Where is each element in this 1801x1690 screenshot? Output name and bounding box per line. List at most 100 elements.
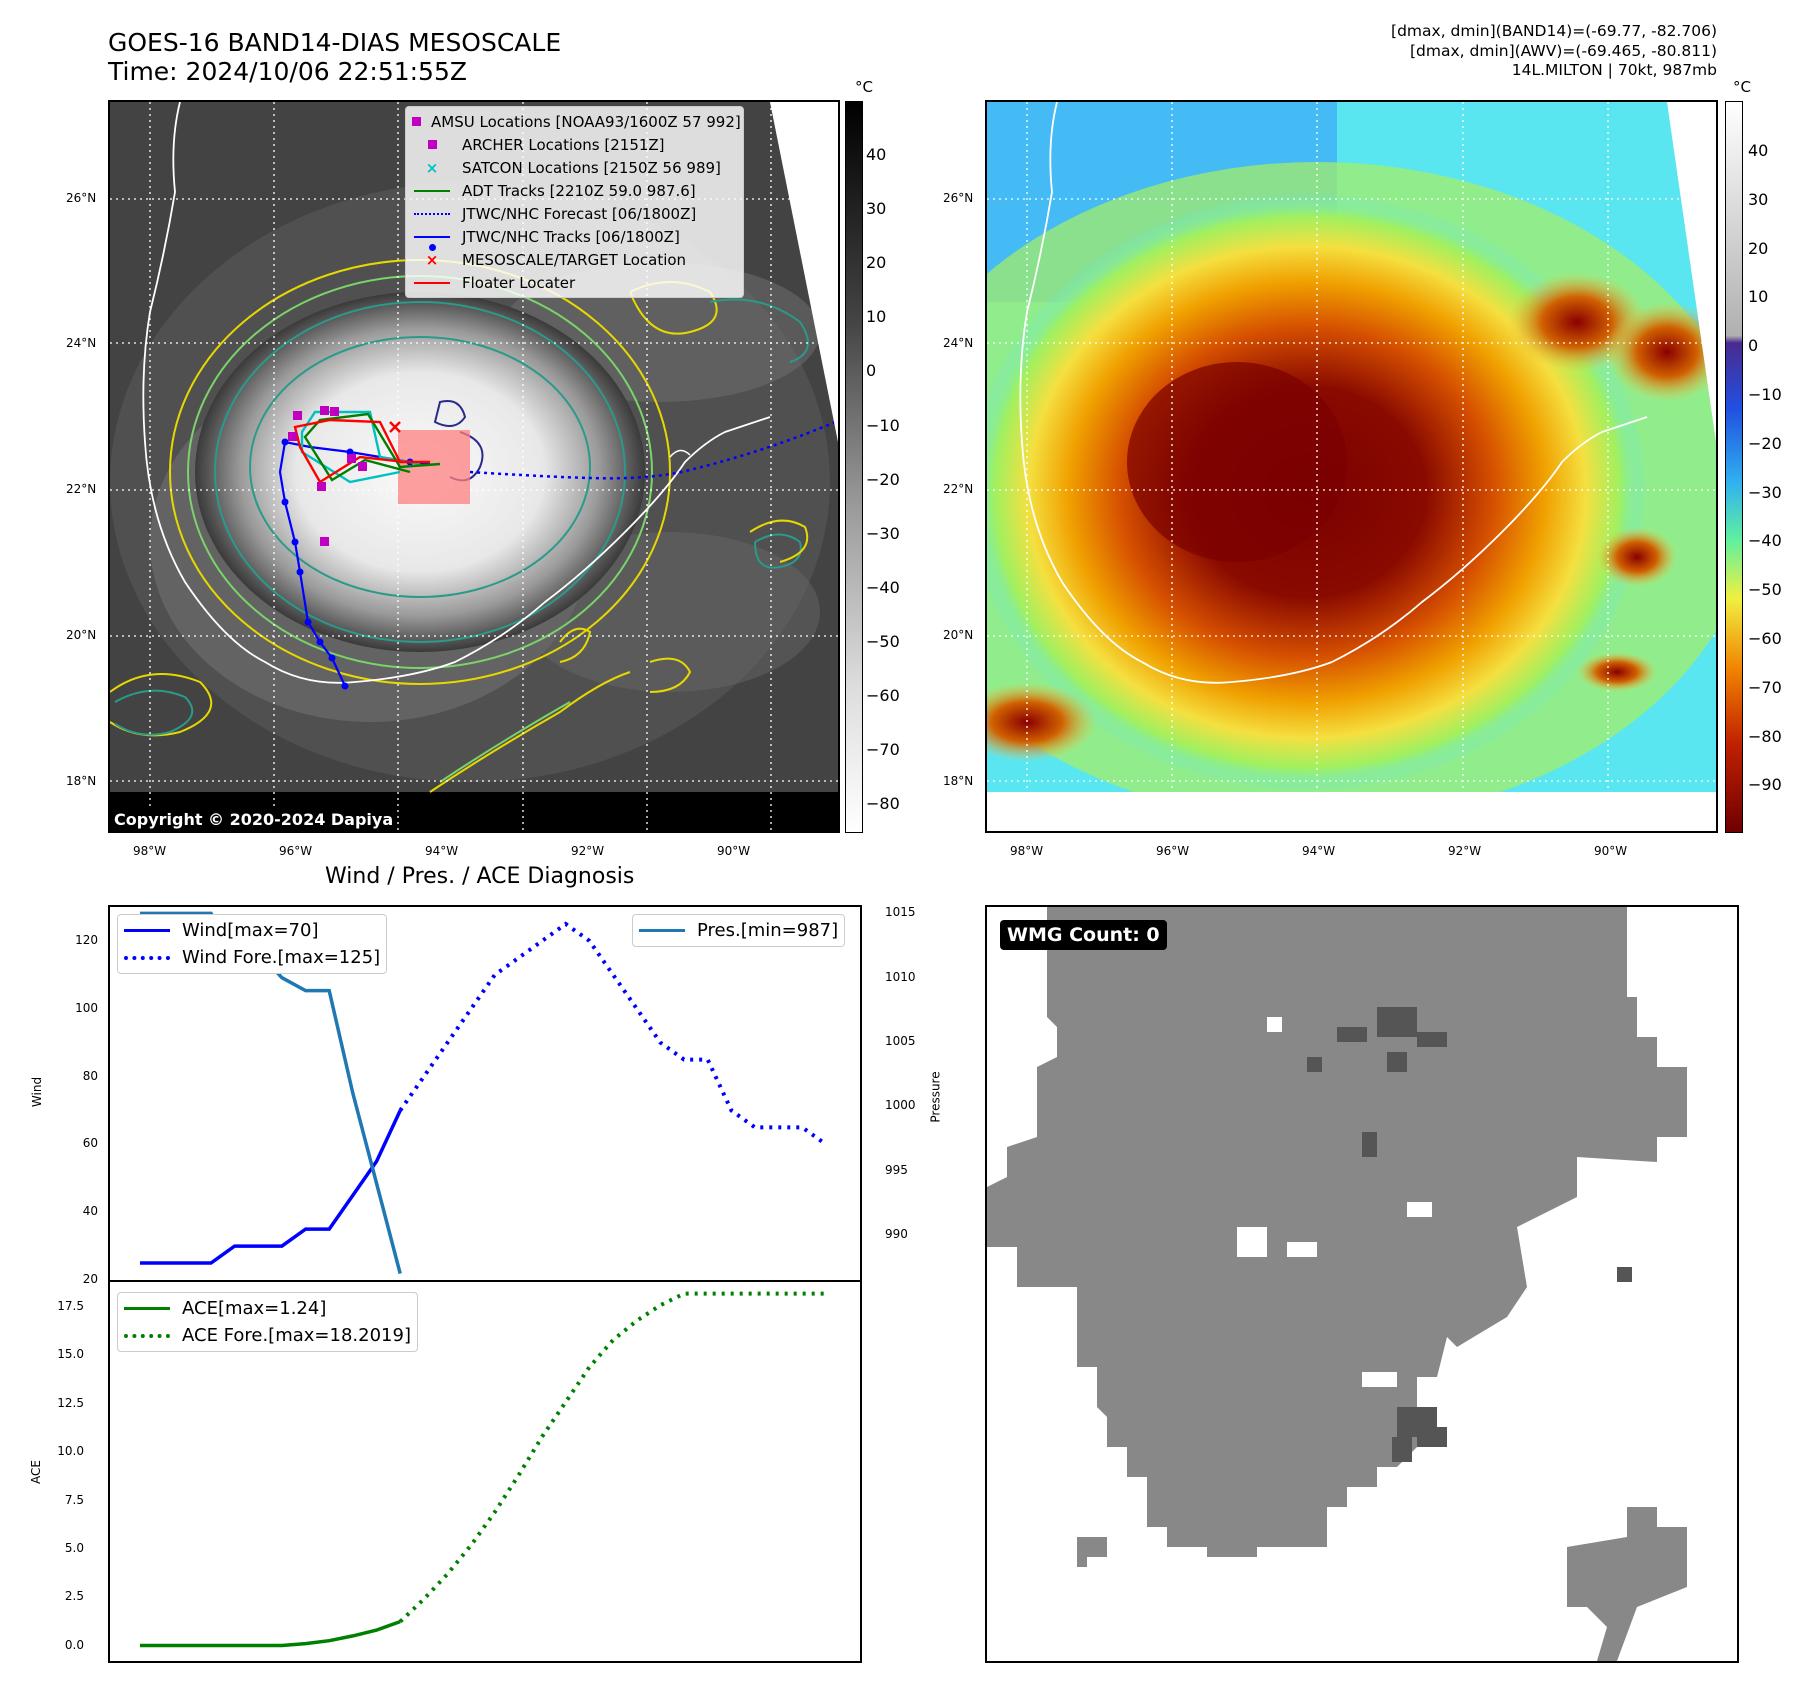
legend-item: × SATCON Locations [2150Z 56 989] <box>425 158 721 177</box>
pressure-ylabel: Pressure <box>928 1071 943 1123</box>
colorbar-left <box>845 101 863 833</box>
chart-title: GOES-16 BAND14-DIAS MESOSCALE Time: 2024… <box>108 28 562 86</box>
ace-plot <box>140 1291 826 1648</box>
lat-label: 18°N <box>943 774 974 788</box>
ace-ylabel: ACE <box>28 1460 43 1484</box>
axis-tick-label: 995 <box>885 1162 908 1177</box>
info-awv: [dmax, dmin](AWV)=(-69.465, -80.811) <box>1410 41 1717 60</box>
colorbar-tick-label: −40 <box>866 577 900 597</box>
ace-legend: ACE[max=1.24] ACE Fore.[max=18.2019] <box>117 1292 418 1352</box>
lon-label: 94°W <box>1302 844 1336 858</box>
colorbar-tick-label: 10 <box>1748 287 1769 307</box>
axis-tick-label: 1015 <box>885 905 916 920</box>
axis-tick-label: 7.5 <box>64 1492 84 1507</box>
diagnosis-divider <box>108 1280 862 1282</box>
colorbar-tick-label: 30 <box>1748 189 1769 209</box>
axis-tick-label: 80 <box>82 1068 98 1083</box>
map-legend: AMSU Locations [NOAA93/1600Z 57 992] ARC… <box>405 106 744 298</box>
legend-item: JTWC/NHC Forecast [06/1800Z] <box>412 202 737 225</box>
legend-item: Floater Locater <box>412 271 737 294</box>
legend-item: ADT Tracks [2210Z 59.0 987.6] <box>412 179 737 202</box>
colorbar-tick-label: −70 <box>866 740 900 760</box>
lon-label: 90°W <box>1594 844 1628 858</box>
colorbar-tick-label: −30 <box>866 523 900 543</box>
ir-map-panel: AMSU Locations [NOAA93/1600Z 57 992] ARC… <box>108 100 840 833</box>
lat-label: 18°N <box>66 774 97 788</box>
axis-tick-label: 100 <box>75 1000 98 1015</box>
lat-label: 22°N <box>66 482 97 496</box>
colorbar-tick-label: 20 <box>866 253 887 273</box>
axis-tick-label: 10.0 <box>57 1444 84 1459</box>
ace-forecast-line <box>398 1291 826 1624</box>
colorbar-tick-label: 40 <box>1748 141 1769 160</box>
axis-tick-label: 1010 <box>885 969 916 984</box>
colorbar-tick-label: −90 <box>1748 775 1782 795</box>
colorbar-tick-label: −20 <box>866 469 900 489</box>
axis-tick-label: 1005 <box>885 1034 916 1049</box>
lon-label: 94°W <box>425 844 459 858</box>
legend-item: Pres.[min=987] <box>639 917 838 944</box>
axis-tick-label: 2.5 <box>64 1589 84 1604</box>
legend-item: ACE[max=1.24] <box>124 1295 411 1322</box>
colorbar-tick-label: −60 <box>866 686 900 705</box>
lat-label: 26°N <box>943 191 974 205</box>
lat-label: 26°N <box>66 191 97 205</box>
colorbar-tick-label: −80 <box>1748 726 1782 746</box>
axis-tick-label: 60 <box>82 1136 98 1151</box>
axis-tick-label: 5.0 <box>64 1540 84 1555</box>
colorbar-tick-label: −80 <box>866 794 900 814</box>
colorbar-tick-label: 10 <box>866 307 887 327</box>
info-storm: 14L.MILTON | 70kt, 987mb <box>1511 61 1717 79</box>
axis-tick-label: 12.5 <box>57 1395 84 1410</box>
chart-info: [dmax, dmin](BAND14)=(-69.77, -82.706) [… <box>1391 22 1717 81</box>
colorbar-tick-label: −50 <box>866 631 900 651</box>
colorbar-tick-label: −40 <box>1748 531 1782 551</box>
axis-tick-label: 17.5 <box>57 1299 84 1314</box>
lon-label: 96°W <box>1156 844 1190 858</box>
colorbar-tick-label: 40 <box>866 145 887 164</box>
lat-label: 24°N <box>66 336 97 350</box>
diagnosis-title: Wind / Pres. / ACE Diagnosis <box>325 864 635 889</box>
legend-item: JTWC/NHC Tracks [06/1800Z] <box>412 225 737 251</box>
axis-tick-label: 15.0 <box>57 1347 84 1362</box>
info-band14: [dmax, dmin](BAND14)=(-69.77, -82.706) <box>1391 22 1717 40</box>
axis-tick-label: 20 <box>82 1272 98 1286</box>
wmg-count-badge: WMG Count: 0 <box>1000 920 1167 950</box>
legend-item: ARCHER Locations [2151Z] <box>412 133 737 156</box>
colorbar-tick-label: −20 <box>1748 433 1782 453</box>
lon-label: 90°W <box>717 844 751 858</box>
ace-series-line <box>140 1619 401 1648</box>
colorbar-tick-label: 30 <box>866 199 887 219</box>
lat-label: 24°N <box>943 336 974 350</box>
colorbar-tick-label: 0 <box>866 361 877 381</box>
colorbar-tick-label: −70 <box>1748 677 1782 697</box>
lon-label: 92°W <box>571 844 605 858</box>
colorbar-tick-label: −30 <box>1748 482 1782 502</box>
legend-item: ACE Fore.[max=18.2019] <box>124 1322 411 1349</box>
colorbar-tick-label: −50 <box>1748 580 1782 600</box>
colorbar-tick-label: −10 <box>1748 385 1782 404</box>
lat-label: 20°N <box>943 628 974 642</box>
lat-label: 22°N <box>943 482 974 496</box>
lon-label: 92°W <box>1448 844 1482 858</box>
diagnosis-frame <box>108 905 862 1663</box>
axis-tick-label: 120 <box>75 932 98 947</box>
axis-tick-label: 0.0 <box>64 1637 84 1652</box>
legend-item: Wind[max=70] <box>124 917 380 944</box>
legend-item: Wind Fore.[max=125] <box>124 944 380 971</box>
colorbar-tick-label: 20 <box>1748 238 1769 258</box>
lat-label: 20°N <box>66 628 97 642</box>
axis-tick-label: 1000 <box>885 1098 916 1113</box>
colorbar-tick-label: 0 <box>1748 336 1759 356</box>
colorbar-tick-label: −60 <box>1748 629 1782 648</box>
pressure-legend: Pres.[min=987] <box>632 914 846 947</box>
legend-item: AMSU Locations [NOAA93/1600Z 57 992] <box>412 110 741 133</box>
colorbar-unit-right: °C <box>1733 78 1751 96</box>
wmg-map <box>987 907 1687 1661</box>
awv-map <box>987 102 1716 831</box>
wind-series-line <box>140 1109 402 1265</box>
lon-label: 98°W <box>133 844 167 858</box>
wind-forecast-line <box>398 921 828 1147</box>
lon-label: 98°W <box>1010 844 1044 858</box>
wind-legend: Wind[max=70] Wind Fore.[max=125] <box>117 914 388 974</box>
